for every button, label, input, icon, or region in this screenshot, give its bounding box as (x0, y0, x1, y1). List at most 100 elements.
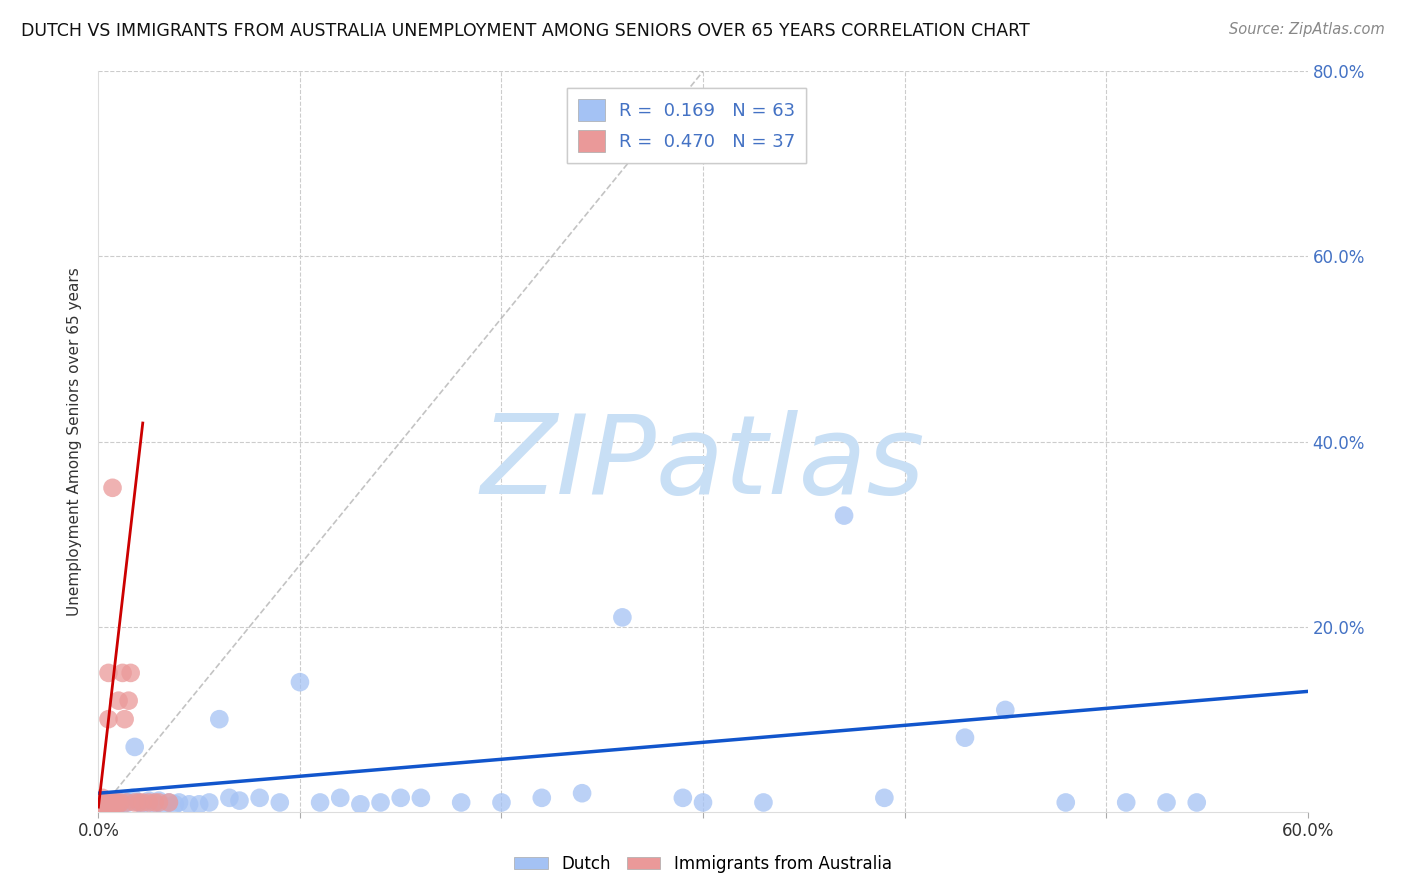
Point (89, 797, 111, 812)
Point (132, 797, 155, 812)
Point (96, 794, 118, 808)
Point (96, 796, 118, 810)
Point (389, 790, 412, 805)
Text: DUTCH VS IMMIGRANTS FROM AUSTRALIA UNEMPLOYMENT AMONG SENIORS OVER 65 YEARS CORR: DUTCH VS IMMIGRANTS FROM AUSTRALIA UNEMP… (21, 22, 1029, 40)
Point (91, 797, 114, 812)
Point (97, 712, 120, 726)
Point (138, 796, 160, 810)
Point (198, 796, 221, 810)
Legend: R =  0.169   N = 63, R =  0.470   N = 37: R = 0.169 N = 63, R = 0.470 N = 37 (567, 87, 807, 162)
Point (101, 797, 124, 812)
Y-axis label: Unemployment Among Seniors over 65 years: Unemployment Among Seniors over 65 years (67, 268, 83, 615)
Point (91, 800, 114, 814)
Point (103, 796, 125, 810)
Point (179, 797, 201, 812)
Point (124, 739, 146, 754)
Point (218, 790, 240, 805)
Point (329, 790, 352, 805)
Point (110, 796, 132, 810)
Point (491, 796, 513, 810)
Point (349, 797, 371, 812)
Point (100, 796, 122, 810)
Point (100, 797, 122, 812)
Point (163, 797, 186, 812)
Point (269, 796, 291, 810)
Legend: Dutch, Immigrants from Australia: Dutch, Immigrants from Australia (508, 848, 898, 880)
Point (89, 800, 111, 814)
Point (111, 797, 134, 812)
Point (107, 798, 129, 813)
Point (148, 794, 170, 808)
Point (953, 731, 976, 745)
Point (1156, 796, 1178, 810)
Point (103, 797, 125, 812)
Text: Source: ZipAtlas.com: Source: ZipAtlas.com (1229, 22, 1385, 37)
Point (91, 790, 114, 805)
Point (118, 694, 141, 708)
Point (96, 794, 118, 808)
Point (93, 797, 115, 812)
Point (1185, 796, 1208, 810)
Point (138, 794, 160, 808)
Point (114, 794, 136, 808)
Point (188, 797, 211, 812)
Point (93, 796, 115, 810)
Point (89, 796, 111, 810)
Point (208, 712, 231, 726)
Point (370, 796, 392, 810)
Point (105, 796, 128, 810)
Point (101, 798, 124, 813)
Point (101, 794, 124, 808)
Point (148, 796, 170, 810)
Point (110, 796, 132, 810)
Point (124, 796, 146, 810)
Point (157, 796, 180, 810)
Point (612, 610, 634, 624)
Point (409, 790, 432, 805)
Point (143, 796, 166, 810)
Point (100, 796, 122, 810)
Point (97, 797, 120, 812)
Point (873, 790, 896, 805)
Point (692, 796, 714, 810)
Point (1054, 796, 1077, 810)
Point (97, 796, 120, 810)
Text: ZIPatlas: ZIPatlas (481, 410, 925, 517)
Point (89, 796, 111, 810)
Point (89, 800, 111, 814)
Point (100, 799, 122, 814)
Point (249, 790, 271, 805)
Point (101, 481, 124, 495)
Point (832, 508, 855, 523)
Point (152, 798, 174, 813)
Point (143, 797, 166, 812)
Point (228, 794, 250, 808)
Point (167, 796, 190, 810)
Point (114, 712, 136, 726)
Point (118, 796, 141, 810)
Point (121, 790, 143, 805)
Point (91, 797, 114, 812)
Point (752, 796, 775, 810)
Point (288, 675, 311, 690)
Point (107, 797, 129, 812)
Point (115, 796, 138, 810)
Point (132, 796, 155, 810)
Point (157, 796, 180, 810)
Point (93, 800, 115, 814)
Point (93, 796, 115, 810)
Point (105, 797, 128, 812)
Point (994, 703, 1017, 717)
Point (93, 797, 115, 812)
Point (111, 665, 134, 680)
Point (96, 797, 118, 812)
Point (128, 796, 150, 810)
Point (1115, 796, 1137, 810)
Point (107, 694, 129, 708)
Point (571, 786, 593, 800)
Point (103, 796, 125, 810)
Point (309, 796, 332, 810)
Point (96, 800, 118, 814)
Point (128, 796, 150, 810)
Point (97, 796, 120, 810)
